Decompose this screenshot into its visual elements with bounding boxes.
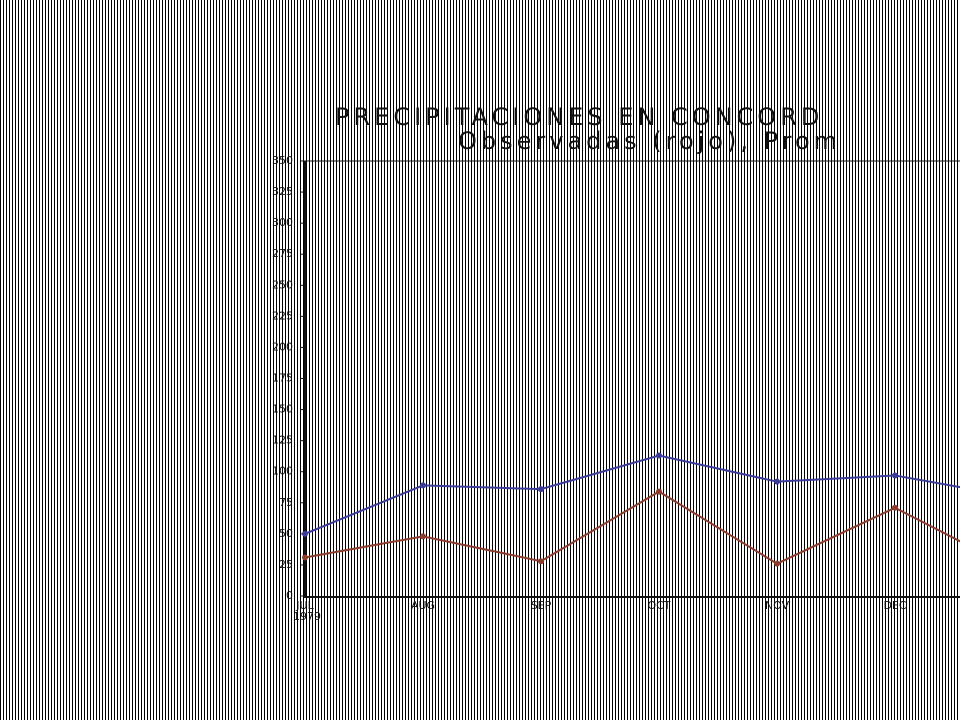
y-tick-label: 0 [286, 589, 293, 602]
y-tick-label: 150 [272, 403, 293, 416]
y-tick-label: 100 [272, 465, 293, 478]
y-tick-label: 125 [272, 434, 293, 447]
point [420, 533, 426, 540]
chart-title: PRECIPITACIONES EN CONCORD [335, 103, 823, 131]
y-tick-label: 25 [279, 558, 293, 571]
series-line [304, 490, 960, 565]
x-tick-label: NOV [765, 599, 790, 612]
point [656, 488, 662, 495]
point [420, 482, 426, 489]
x-tick-label: JUL [295, 599, 314, 612]
y-tick-label: 50 [279, 527, 293, 540]
point [892, 504, 898, 511]
point [538, 558, 544, 565]
x-tick-label: OCT [647, 599, 670, 612]
x-tick-label: AUG [411, 599, 435, 612]
point [538, 486, 544, 493]
point [656, 452, 662, 459]
y-tick-label: 300 [272, 216, 293, 229]
point [774, 478, 780, 485]
point [302, 554, 308, 561]
y-tick-label: 175 [272, 372, 293, 385]
y-tick-label: 200 [272, 340, 293, 353]
point [892, 472, 898, 479]
year-label: 1979 [293, 610, 321, 623]
x-tick-label: DEC [883, 599, 906, 612]
series-line [304, 454, 960, 535]
x-tick-label: SEP [531, 599, 552, 612]
point [302, 530, 308, 537]
y-tick-label: 275 [272, 247, 293, 260]
point [774, 560, 780, 567]
y-tick-label: 350 [272, 154, 293, 167]
chart-subtitle: Observadas (rojo), Prom [458, 127, 841, 155]
y-tick-label: 325 [272, 185, 293, 198]
y-tick-label: 250 [272, 278, 293, 291]
y-tick-label: 75 [279, 496, 293, 509]
y-tick-label: 225 [272, 309, 293, 322]
